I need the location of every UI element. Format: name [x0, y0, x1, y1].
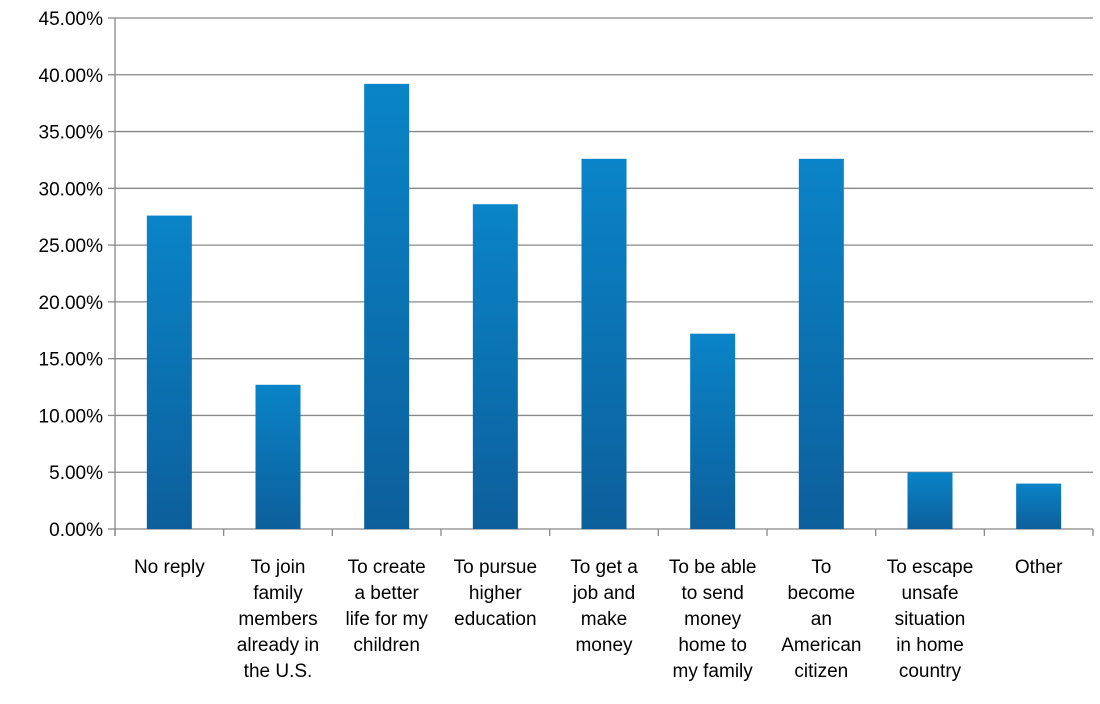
x-category-label-line: situation: [895, 609, 966, 630]
x-category-label-line: To be able: [669, 557, 757, 578]
x-category-label-line: an: [811, 609, 832, 630]
bar: [798, 158, 844, 529]
x-category-label-line: To join: [251, 557, 306, 578]
x-category-label: To join family members already in the U.S.: [237, 557, 319, 682]
x-category-label-line: education: [454, 609, 536, 630]
x-category-label: To become an American citizen: [781, 557, 861, 682]
x-category-label-line: money: [575, 635, 633, 656]
x-category-label-line: country: [899, 661, 962, 682]
y-tick-labels: 0.00% 5.00% 10.00% 15.00% 20.00% 25.00% 30.00%…: [39, 9, 104, 541]
x-category-label-line: To get a: [570, 557, 638, 578]
x-category-label-line: to send: [682, 583, 744, 604]
x-category-label-line: To: [811, 557, 831, 578]
x-category-label: To escape unsafe situation in home country: [887, 557, 974, 682]
x-category-label-line: unsafe: [901, 583, 958, 604]
x-category-label-line: the U.S.: [244, 661, 313, 682]
y-tick-label: 30.00%: [39, 179, 104, 200]
y-tick-label: 0.00%: [49, 520, 103, 541]
bar: [581, 158, 627, 529]
x-category-label-line: a better: [354, 583, 419, 604]
bar: [472, 204, 518, 529]
bar: [690, 333, 736, 529]
x-category-label-line: family: [253, 583, 303, 604]
x-category-label-line: home to: [678, 635, 747, 656]
x-category-label-line: already in: [237, 635, 319, 656]
bar: [907, 472, 953, 529]
x-category-label-line: in home: [896, 635, 964, 656]
x-category-label: To be able to send money home to my family: [669, 557, 757, 682]
bar: [255, 384, 301, 529]
x-category-label: To get a job and make money: [570, 557, 638, 656]
x-category-label: No reply: [134, 557, 205, 578]
x-category-label-line: Other: [1015, 557, 1063, 578]
x-category-label: To pursue higher education: [454, 557, 537, 630]
x-category-label-line: To pursue: [454, 557, 537, 578]
x-category-label-line: money: [684, 609, 742, 630]
bars: [146, 83, 1062, 530]
bar: [364, 83, 410, 530]
y-tick-label: 45.00%: [39, 9, 104, 30]
x-category-label-line: my family: [673, 661, 754, 682]
y-tick-label: 5.00%: [49, 463, 103, 484]
x-category-label: To create a better life for my children: [345, 557, 428, 656]
y-tick-label: 35.00%: [39, 123, 104, 144]
y-tick-label: 10.00%: [39, 406, 104, 427]
x-category-label-line: life for my: [345, 609, 428, 630]
y-tick-label: 25.00%: [39, 236, 104, 257]
x-category-label: Other: [1015, 557, 1063, 578]
y-tick-label: 15.00%: [39, 350, 104, 371]
x-category-label-line: become: [788, 583, 856, 604]
bar: [146, 215, 192, 529]
x-category-label-line: American: [781, 635, 861, 656]
bar: [1016, 483, 1062, 529]
x-category-label-line: No reply: [134, 557, 205, 578]
x-category-label-line: members: [238, 609, 317, 630]
x-category-labels: No reply To join family members already in th…: [134, 557, 1063, 682]
x-category-label-line: job and: [572, 583, 635, 604]
x-category-label-line: citizen: [794, 661, 848, 682]
y-tick-label: 40.00%: [39, 66, 104, 87]
x-category-label-line: To escape: [887, 557, 974, 578]
x-category-label-line: higher: [469, 583, 522, 604]
y-tick-label: 20.00%: [39, 293, 104, 314]
x-category-label-line: To create: [348, 557, 426, 578]
x-category-label-line: make: [581, 609, 627, 630]
x-category-label-line: children: [353, 635, 420, 656]
